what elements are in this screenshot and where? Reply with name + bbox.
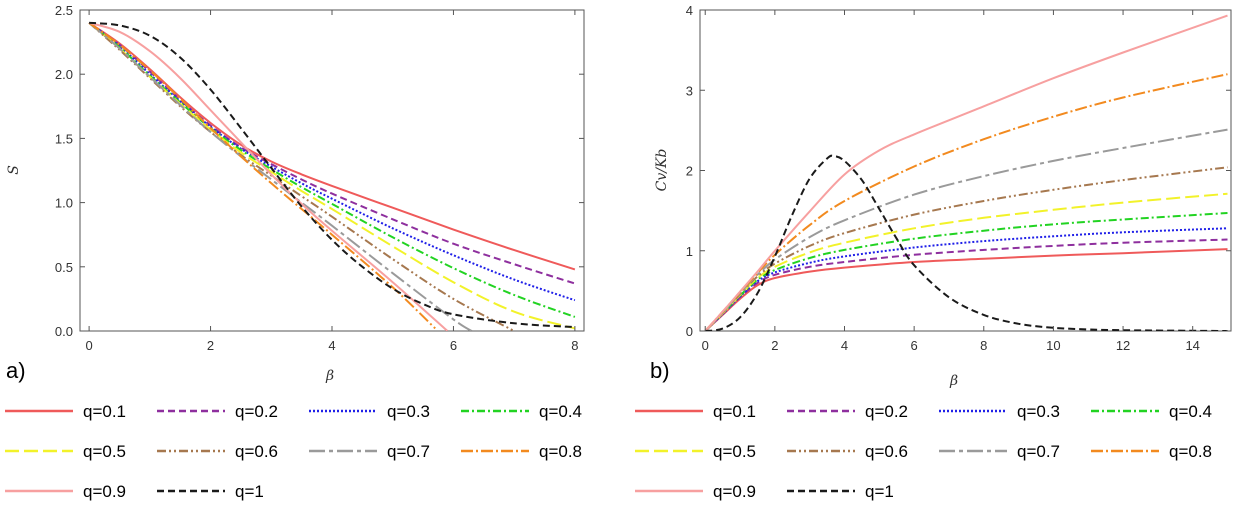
panel-a-ylabel: S — [6, 165, 22, 175]
panel-a-legend-label-2: q=0.3 — [387, 402, 430, 421]
panel-b-legend-label-8: q=0.9 — [713, 482, 756, 501]
panel-a-legend-label-1: q=0.2 — [235, 402, 278, 421]
panel-a-legend-label-0: q=0.1 — [83, 402, 126, 421]
panel-b-legend-label-0: q=0.1 — [713, 402, 756, 421]
panel-b-ylabel: Cv/Kb — [654, 149, 670, 192]
panel-a-legend-label-7: q=0.8 — [539, 442, 582, 461]
panel-b-ytick-label-0: 0 — [686, 324, 693, 339]
panel-b-legend-label-3: q=0.4 — [1169, 402, 1212, 421]
panel-b-legend: q=0.1 q=0.2 q=0.3 q=0.4 q=0.5 q=0.6 q=0.7 q=0.8… — [635, 402, 1212, 501]
panel-b-legend-label-2: q=0.3 — [1017, 402, 1060, 421]
panel-b-xtick-label-5: 10 — [1046, 338, 1060, 353]
panel-b-legend-label-5: q=0.6 — [865, 442, 908, 461]
panel-b-ytick-label-2: 2 — [686, 164, 693, 179]
panel-b-legend-label-4: q=0.5 — [713, 442, 756, 461]
panel-a-xtick-label-1: 2 — [207, 338, 214, 353]
panel-a-ytick-label-5: 2.5 — [55, 3, 73, 18]
panel-a-series-q-0_2 — [88, 21, 576, 285]
panel-b-legend-label-6: q=0.7 — [1017, 442, 1060, 461]
panel-a-xtick-label-2: 4 — [328, 338, 335, 353]
panel-a-legend-label-5: q=0.6 — [235, 442, 278, 461]
panel-a-series-q-0_9 — [88, 21, 449, 331]
panel-b-series-q-0_9 — [704, 14, 1228, 331]
panel-a-series-q-0_6 — [88, 22, 515, 331]
panel-a-xtick-label-0: 0 — [85, 338, 92, 353]
panel-a-series-q-1 — [89, 21, 575, 329]
panel-a-ytick-label-2: 1.0 — [55, 196, 73, 211]
panel-b-plot-frame — [699, 9, 1232, 332]
panel-b-series-group — [704, 14, 1228, 331]
panel-b-xtick-label-7: 14 — [1185, 338, 1199, 353]
panel-a-plot-frame — [79, 9, 585, 332]
panel-a-legend: q=0.1 q=0.2 q=0.3 q=0.4 q=0.5 q=0.6 q=0.7 q=0.8… — [5, 402, 582, 501]
panel-b-xtick-label-0: 0 — [702, 338, 709, 353]
panel-a-legend-label-6: q=0.7 — [387, 442, 430, 461]
panel-b-xtick-label-4: 8 — [980, 338, 987, 353]
panel-a-legend-label-4: q=0.5 — [83, 442, 126, 461]
panel-a-xtick-label-3: 6 — [450, 338, 457, 353]
panel-b-xtick-label-2: 4 — [841, 338, 848, 353]
panel-b-series-q-1 — [705, 154, 1228, 331]
panel-a-ytick-label-0: 0.0 — [55, 324, 73, 339]
panel-b-series-q-0_1 — [704, 248, 1228, 331]
panel-b-xlabel: β — [949, 373, 958, 389]
panel-b-legend-label-7: q=0.8 — [1169, 442, 1212, 461]
panel-a-legend-label-9: q=1 — [235, 482, 264, 501]
panel-b-xtick-label-6: 12 — [1116, 338, 1130, 353]
panel-b-ytick-label-1: 1 — [686, 244, 693, 259]
panel-a-xtick-label-4: 8 — [571, 338, 578, 353]
panel-a-legend-label-3: q=0.4 — [539, 402, 582, 421]
panel-a-ytick-label-1: 0.5 — [55, 260, 73, 275]
panel-a-series-q-0_3 — [88, 22, 576, 302]
panel-b-legend-label-1: q=0.2 — [865, 402, 908, 421]
panel-a-series-q-0_8 — [88, 21, 436, 330]
panel-a-series-q-0_7 — [88, 22, 473, 331]
panel-b-label: b) — [650, 358, 670, 383]
panel-b-ytick-label-3: 3 — [686, 83, 693, 98]
panel-a-series-group — [88, 21, 576, 331]
panel-a-legend-label-8: q=0.9 — [83, 482, 126, 501]
panel-a-xlabel: β — [325, 368, 334, 384]
panel-b-ytick-label-4: 4 — [686, 3, 693, 18]
panel-b-legend-label-9: q=1 — [865, 482, 894, 501]
panel-b-xtick-label-3: 6 — [911, 338, 918, 353]
panel-a-label: a) — [6, 358, 26, 383]
panel-a-ytick-label-4: 2.0 — [55, 67, 73, 82]
panel-a: 0 2 4 6 8 0.0 0.5 1.0 1.5 2.0 2.5 S β a) — [6, 3, 585, 384]
panel-a-series-q-0_5 — [88, 22, 576, 330]
panel-b-xtick-label-1: 2 — [771, 338, 778, 353]
panel-a-ytick-label-3: 1.5 — [55, 131, 73, 146]
